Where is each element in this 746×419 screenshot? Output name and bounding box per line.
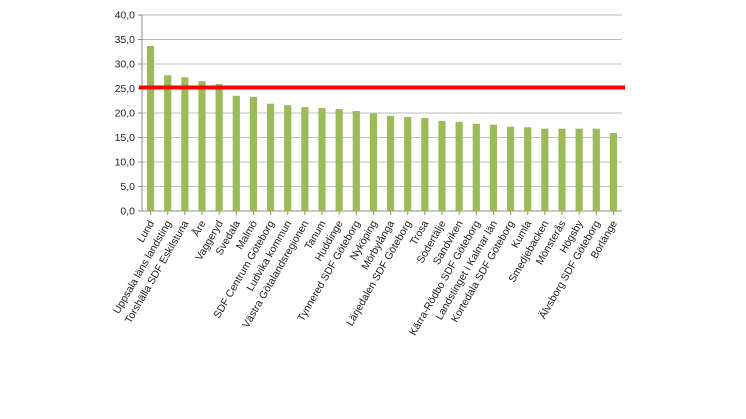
- y-tick-label: 35,0: [115, 34, 136, 46]
- y-tick-label: 5,0: [120, 181, 135, 193]
- bar: [438, 120, 446, 211]
- bar: [284, 105, 292, 211]
- bar: [506, 126, 515, 211]
- bar: [575, 128, 583, 211]
- bars: [146, 45, 618, 212]
- y-tick-labels: 0,0 5,0 10,0 15,0 20,0 25,0 30,0 35,0 40,0: [115, 10, 136, 218]
- bar: [232, 95, 240, 211]
- bar: [472, 123, 480, 211]
- bar: [524, 127, 532, 211]
- bar: [249, 96, 258, 211]
- bar: [266, 103, 275, 211]
- bar: [318, 108, 326, 211]
- bar: [198, 81, 206, 212]
- bar: [369, 113, 378, 211]
- bar: [215, 84, 223, 211]
- y-tick-label: 30,0: [115, 59, 136, 71]
- bar: [455, 121, 463, 211]
- bar: [146, 45, 155, 212]
- bar: [404, 116, 412, 211]
- bar: [558, 128, 566, 211]
- y-tick-label: 20,0: [115, 108, 136, 120]
- bar: [609, 133, 618, 211]
- bar: [541, 128, 549, 211]
- y-tick-label: 40,0: [115, 10, 136, 22]
- y-tick-label: 0,0: [120, 206, 135, 218]
- bar: [386, 115, 395, 211]
- bar: [489, 124, 498, 211]
- bar: [181, 77, 189, 211]
- bar: [335, 109, 343, 211]
- axes: [138, 14, 622, 215]
- y-tick-label: 10,0: [115, 157, 136, 169]
- bar: [301, 107, 309, 211]
- bar: [352, 111, 360, 211]
- bar: [421, 117, 429, 211]
- gridlines: [142, 14, 622, 212]
- bar: [592, 128, 600, 211]
- y-tick-label: 15,0: [115, 132, 136, 144]
- y-tick-label: 25,0: [115, 83, 136, 95]
- bar: [164, 75, 172, 212]
